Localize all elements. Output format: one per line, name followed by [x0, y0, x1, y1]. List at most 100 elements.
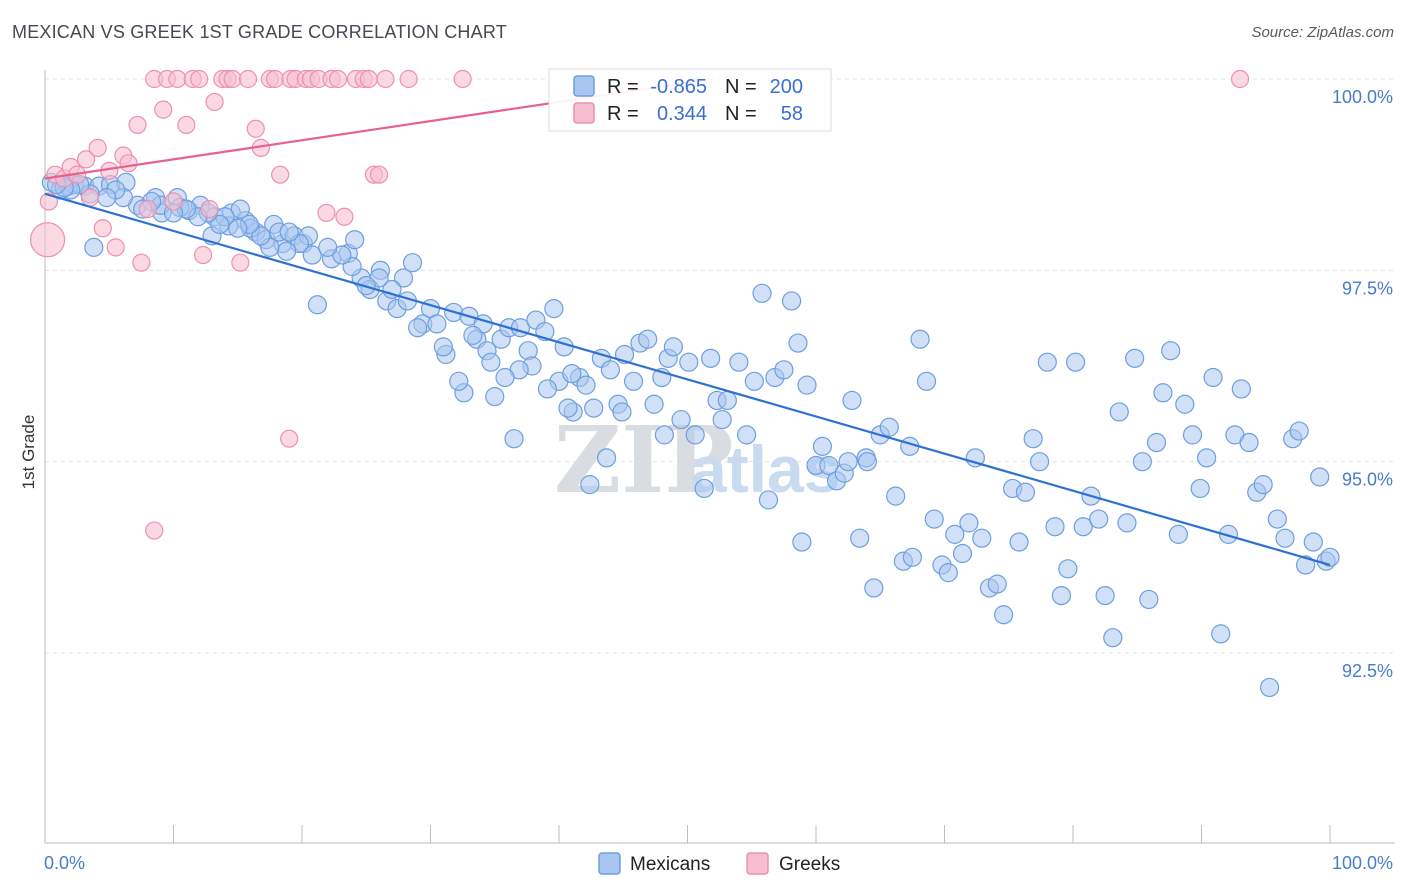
mexicans-point: [879, 417, 899, 437]
mexicans-point: [916, 371, 937, 391]
mexicans-point: [495, 367, 515, 388]
mexicans-point: [1203, 367, 1223, 388]
mexicans-point: [1320, 547, 1340, 567]
mexicans-point: [1303, 532, 1323, 552]
mexicans-point: [1310, 467, 1330, 487]
greeks-point: [106, 238, 125, 257]
mexicans-point: [1139, 589, 1159, 610]
mexicans-point: [427, 314, 447, 334]
mexicans-point: [671, 409, 691, 430]
mexicans-point: [797, 375, 817, 395]
stats-legend: R = -0.865 N = 200 R = 0.344 N = 58: [548, 68, 832, 132]
stat-n-label-mexicans: N =: [725, 76, 757, 98]
mexicans-point: [945, 524, 965, 544]
mexicans-point: [584, 398, 604, 418]
y-tick-labels: 100.0% 97.5% 95.0% 92.5%: [1332, 87, 1393, 681]
greeks-point: [200, 200, 219, 219]
mexicans-point: [558, 398, 578, 418]
greeks-point: [328, 69, 348, 89]
mexicans-point: [228, 218, 248, 238]
mexicans-points: [41, 172, 1340, 698]
mexicans-point: [850, 528, 870, 548]
greeks-point: [164, 192, 183, 211]
mexicans-point: [1197, 448, 1217, 468]
mexicans-point: [972, 528, 992, 548]
mexicans-point: [644, 394, 664, 414]
mexicans-point: [251, 226, 271, 246]
mexicans-point: [864, 578, 884, 598]
mexicans-point: [1168, 524, 1188, 544]
mexicans-point: [580, 475, 600, 495]
mexicans-point: [302, 245, 322, 265]
mexicans-point: [792, 532, 812, 552]
mexicans-point: [612, 402, 632, 422]
mexicans-point: [276, 241, 297, 261]
mexicans-point: [1009, 532, 1029, 552]
mexicans-point: [230, 199, 250, 219]
mexicans-point: [712, 409, 732, 430]
mexicans-point: [279, 222, 299, 242]
mexicans-point: [210, 214, 230, 235]
greeks-point: [77, 150, 96, 169]
mexicans-point: [838, 452, 858, 472]
mexicans-point: [781, 291, 802, 311]
mexicans-point: [812, 436, 833, 456]
stat-r-label-greeks: R =: [607, 103, 639, 125]
stat-n-value-greeks: 58: [781, 103, 803, 125]
mexicans-point: [938, 563, 958, 583]
mexicans-point: [679, 352, 699, 372]
mexicans-point: [886, 486, 906, 506]
greeks-point: [128, 115, 147, 135]
greeks-point: [370, 165, 389, 184]
mexicans-point: [752, 283, 772, 303]
mexicans-point: [994, 605, 1014, 625]
mexicans-point: [1029, 452, 1050, 472]
mexicans-point: [694, 478, 714, 499]
mexicans-point: [1089, 509, 1109, 529]
mexicans-point: [433, 337, 453, 357]
mexicans-point: [393, 268, 414, 288]
mexicans-point: [537, 379, 558, 399]
greeks-point: [317, 203, 336, 223]
mexicans-point: [318, 237, 338, 257]
mexicans-point: [788, 333, 808, 353]
mexicans-point: [924, 509, 944, 529]
mexicans-point: [481, 352, 501, 372]
mexicans-point: [701, 348, 721, 368]
mexicans-point: [1037, 352, 1057, 372]
stat-n-value-mexicans: 200: [770, 76, 803, 98]
mexicans-point: [1153, 383, 1173, 403]
mexicans-point: [758, 490, 779, 510]
x-tick-label-max: 100.0%: [1332, 853, 1393, 873]
mexicans-point: [1218, 524, 1239, 544]
mexicans-point: [910, 329, 930, 349]
mexicans-point: [1058, 559, 1078, 579]
mexicans-point: [1231, 379, 1251, 399]
greeks-point: [29, 222, 66, 258]
greeks-point: [1230, 69, 1250, 89]
mexicans-point: [1260, 677, 1280, 698]
legend-greeks-label: Greeks: [779, 854, 840, 875]
greeks-point: [154, 100, 173, 119]
greeks-point: [177, 115, 196, 135]
greeks-point: [132, 253, 151, 272]
legend-greeks-swatch: [746, 852, 769, 875]
mexicans-point: [959, 513, 979, 533]
mexicans-point: [774, 360, 794, 380]
mexicans-point: [729, 352, 749, 372]
watermark: ZIP atlas: [554, 406, 840, 514]
greeks-point: [119, 154, 138, 173]
mexicans-point: [663, 337, 683, 357]
mexicans-point: [717, 390, 737, 411]
mexicans-point: [638, 329, 658, 349]
greeks-point: [231, 253, 250, 272]
mexicans-point: [562, 364, 582, 384]
greeks-point: [190, 69, 209, 89]
mexicans-point: [737, 425, 757, 445]
greeks-point: [88, 138, 107, 157]
stat-r-label-mexicans: R =: [607, 76, 639, 98]
y-axis-title: 1st Grade: [19, 415, 38, 490]
stat-n-label-greeks: N =: [725, 103, 757, 125]
greeks-point: [280, 429, 299, 448]
